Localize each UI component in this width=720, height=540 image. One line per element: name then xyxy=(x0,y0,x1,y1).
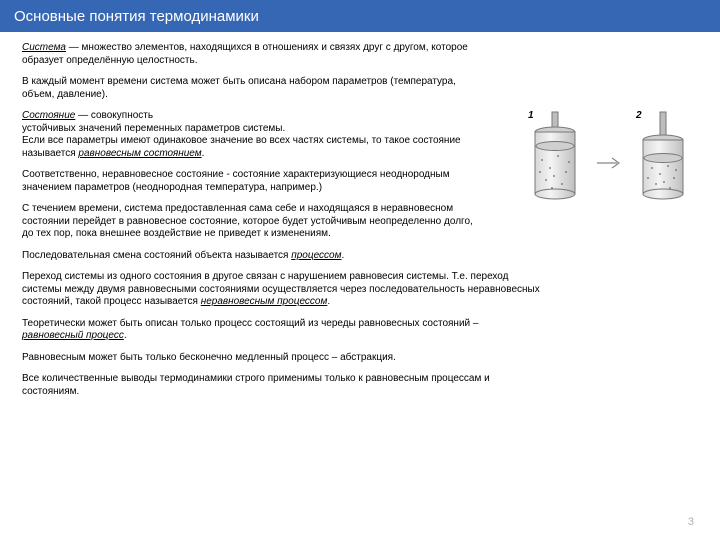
paragraph-slow: Равновесным может быть только бесконечно… xyxy=(22,352,698,365)
title-bar: Основные понятия термодинамики xyxy=(0,0,720,32)
text: устойчивых значений переменных параметро… xyxy=(22,123,285,134)
term-system: Система xyxy=(22,42,66,53)
text: — множество элементов, находящихся в отн… xyxy=(22,42,468,66)
piston-1: 1 xyxy=(524,110,586,215)
paragraph-time: С течением времени, система предоставлен… xyxy=(22,203,482,241)
term-process: процессом xyxy=(291,250,341,261)
text: — совокупность xyxy=(75,110,153,121)
piston-1-label: 1 xyxy=(528,110,534,121)
paragraph-equilibrium: Если все параметры имеют одинаковое знач… xyxy=(22,135,482,160)
text: . xyxy=(124,330,127,341)
text: . xyxy=(202,148,205,159)
term-equilibrium: равновесным состоянием xyxy=(78,148,201,159)
paragraph-process: Последовательная смена состояний объекта… xyxy=(22,250,698,263)
paragraph-params: В каждый момент времени система может бы… xyxy=(22,76,482,101)
piston-1-icon xyxy=(524,110,586,210)
arrow-icon xyxy=(595,153,623,173)
term-noneq-process: неравновесным процессом xyxy=(201,296,328,307)
figure-pistons: 1 xyxy=(524,110,694,220)
term-state: Состояние xyxy=(22,110,75,121)
paragraph-transition: Переход системы из одного состояния в др… xyxy=(22,271,542,309)
paragraph-nonequilibrium: Соответственно, неравновесное состояние … xyxy=(22,169,482,194)
piston-2: 2 xyxy=(632,110,694,215)
paragraph-quant: Все количественные выводы термодинамики … xyxy=(22,373,502,398)
slide-title: Основные понятия термодинамики xyxy=(14,8,259,25)
page-number: 3 xyxy=(688,516,694,528)
paragraph-state: Состояние — совокупность устойчивых знач… xyxy=(22,110,482,135)
piston-2-icon xyxy=(632,110,694,210)
term-eq-process: равновесный процесс xyxy=(22,330,124,341)
paragraph-system: Система — множество элементов, находящих… xyxy=(22,42,482,67)
text: . xyxy=(341,250,344,261)
text: . xyxy=(327,296,330,307)
paragraph-theory: Теоретически может быть описан только пр… xyxy=(22,318,542,343)
piston-2-label: 2 xyxy=(636,110,642,121)
text: Теоретически может быть описан только пр… xyxy=(22,318,478,329)
text: Последовательная смена состояний объекта… xyxy=(22,250,291,261)
